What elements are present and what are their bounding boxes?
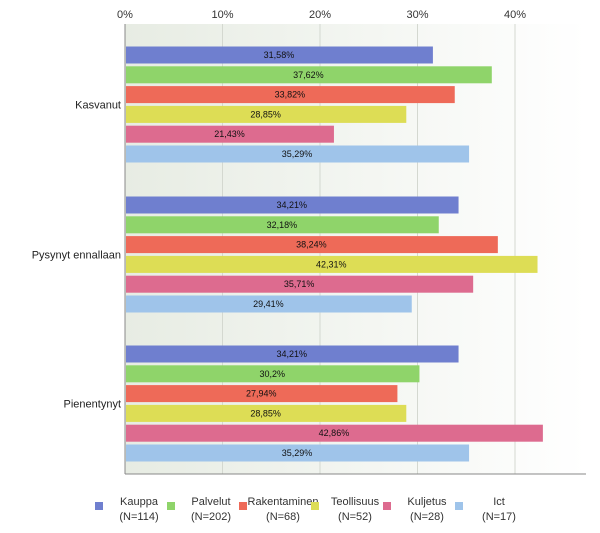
bar-teollisuus [126,255,538,273]
legend-count: (N=28) [410,511,444,523]
bar-rakentaminen [126,86,455,104]
bar-kauppa [126,46,433,64]
legend-swatch [239,502,247,510]
bar-palvelut [126,365,420,383]
legend-swatch [311,502,319,510]
bar-ict [126,145,470,163]
bar-kauppa [126,196,459,214]
data-label: 38,24% [296,240,327,250]
bar-rakentaminen [126,385,398,403]
category-label: Pienentynyt [64,399,121,411]
legend-swatch [455,502,463,510]
data-label: 29,41% [253,299,284,309]
legend-count: (N=52) [338,511,372,523]
bar-rakentaminen [126,236,498,254]
x-tick-label: 30% [406,9,428,21]
bars: 31,58% 37,62% 33,82% 28,85% 21,43% 35,29% 34,2… [126,46,543,462]
data-label: 28,85% [250,408,281,418]
data-label: 37,62% [293,70,324,80]
bar-teollisuus [126,105,407,123]
data-label: 27,94% [246,389,277,399]
bar-ict [126,444,470,462]
data-label: 35,29% [282,448,313,458]
category-label: Pysynyt ennallaan [32,250,121,262]
legend-swatch [167,502,175,510]
x-tick-label: 0% [117,9,133,21]
data-label: 28,85% [250,109,281,119]
x-tick-label: 10% [211,9,233,21]
legend-label: Palvelut [191,496,230,508]
category-labels: Kasvanut Pysynyt ennallaan Pienentynyt [32,100,121,411]
legend-count: (N=68) [266,511,300,523]
x-axis-ticks: 0% 10% 20% 30% 40% [117,9,526,21]
data-label: 35,29% [282,149,313,159]
bar-palvelut [126,216,439,234]
bar-teollisuus [126,404,407,422]
bar-kuljetus [126,424,543,442]
data-label: 34,21% [277,349,308,359]
legend: Kauppa (N=114) Palvelut (N=202) Rakentaminen… [95,496,516,523]
legend-label: Teollisuus [331,496,380,508]
bar-palvelut [126,66,492,84]
legend-swatch [95,502,103,510]
data-label: 34,21% [277,200,308,210]
bar-kuljetus [126,275,474,293]
data-label: 35,71% [284,279,315,289]
x-tick-label: 40% [504,9,526,21]
data-label: 42,31% [316,259,347,269]
bar-kuljetus [126,125,334,143]
legend-swatch [383,502,391,510]
legend-count: (N=202) [191,511,231,523]
legend-label: Kuljetus [407,496,447,508]
legend-label: Rakentaminen [248,496,319,508]
data-label: 21,43% [214,129,245,139]
data-label: 30,2% [259,369,285,379]
data-label: 31,58% [264,50,295,60]
legend-count: (N=114) [119,511,158,523]
data-label: 42,86% [319,428,350,438]
bar-kauppa [126,345,459,363]
legend-label: Kauppa [120,496,159,508]
legend-count: (N=17) [482,511,516,523]
x-tick-label: 20% [309,9,331,21]
legend-label: Ict [493,496,505,508]
data-label: 32,18% [267,220,298,230]
bar-ict [126,295,412,313]
data-label: 33,82% [275,90,306,100]
category-label: Kasvanut [75,100,121,112]
